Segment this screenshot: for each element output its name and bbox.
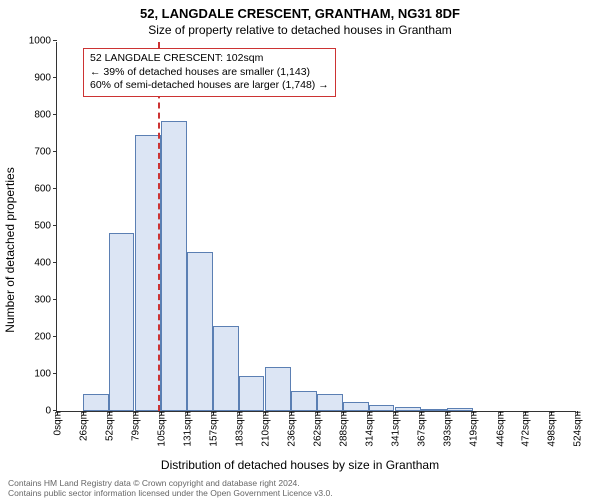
x-tick-label: 314sqm <box>362 411 375 447</box>
x-tick-label: 210sqm <box>259 411 272 447</box>
histogram-bar <box>291 391 317 411</box>
x-tick-label: 419sqm <box>466 411 479 447</box>
y-tick-mark <box>53 373 57 374</box>
info-line-larger: 60% of semi-detached houses are larger (… <box>90 79 329 93</box>
x-tick-label: 157sqm <box>206 411 219 447</box>
histogram-bar <box>343 402 369 411</box>
info-line-size: 52 LANGDALE CRESCENT: 102sqm <box>90 52 329 66</box>
x-tick-label: 367sqm <box>415 411 428 447</box>
y-tick-mark <box>53 77 57 78</box>
x-tick-label: 183sqm <box>232 411 245 447</box>
x-tick-label: 26sqm <box>76 411 89 441</box>
y-tick-label: 1000 <box>29 36 57 47</box>
y-tick-label: 600 <box>34 184 57 195</box>
property-info-box: 52 LANGDALE CRESCENT: 102sqm ← 39% of de… <box>83 48 336 97</box>
histogram-bar <box>239 376 265 411</box>
histogram-bar <box>317 394 343 411</box>
y-tick-label: 800 <box>34 110 57 121</box>
x-tick-label: 472sqm <box>519 411 532 447</box>
x-tick-label: 341sqm <box>389 411 402 447</box>
x-tick-label: 0sqm <box>51 411 64 435</box>
histogram-bar <box>83 394 109 411</box>
info-line-smaller: ← 39% of detached houses are smaller (1,… <box>90 66 329 80</box>
histogram-bar <box>109 233 135 411</box>
x-tick-label: 105sqm <box>155 411 168 447</box>
y-tick-label: 400 <box>34 258 57 269</box>
footer-copyright: Contains HM Land Registry data © Crown c… <box>8 478 333 488</box>
y-tick-label: 200 <box>34 332 57 343</box>
y-tick-mark <box>53 114 57 115</box>
histogram-bar <box>265 367 291 411</box>
histogram-bar <box>213 326 239 411</box>
y-tick-label: 700 <box>34 147 57 158</box>
footer-licence: Contains public sector information licen… <box>8 488 333 498</box>
x-tick-label: 79sqm <box>129 411 142 441</box>
histogram-bar <box>161 121 187 411</box>
y-tick-label: 900 <box>34 73 57 84</box>
chart-container: 52, LANGDALE CRESCENT, GRANTHAM, NG31 8D… <box>0 0 600 500</box>
x-tick-label: 393sqm <box>441 411 454 447</box>
y-tick-label: 100 <box>34 369 57 380</box>
histogram-bar <box>369 405 395 411</box>
y-axis-label: Number of detached properties <box>3 167 17 332</box>
x-tick-label: 446sqm <box>493 411 506 447</box>
histogram-bar <box>447 408 473 411</box>
plot-area: 010020030040050060070080090010000sqm26sq… <box>56 42 576 412</box>
y-tick-label: 500 <box>34 221 57 232</box>
x-tick-label: 52sqm <box>102 411 115 441</box>
y-tick-label: 300 <box>34 295 57 306</box>
y-tick-mark <box>53 299 57 300</box>
histogram-bar <box>395 407 421 411</box>
chart-area: 010020030040050060070080090010000sqm26sq… <box>56 42 576 412</box>
y-tick-mark <box>53 40 57 41</box>
x-tick-label: 131sqm <box>181 411 194 447</box>
y-tick-mark <box>53 336 57 337</box>
histogram-bar <box>187 252 213 411</box>
x-tick-label: 288sqm <box>336 411 349 447</box>
x-tick-label: 498sqm <box>545 411 558 447</box>
chart-title-desc: Size of property relative to detached ho… <box>0 21 600 37</box>
histogram-bar <box>421 409 447 411</box>
y-tick-mark <box>53 151 57 152</box>
x-axis-label: Distribution of detached houses by size … <box>0 458 600 472</box>
y-tick-mark <box>53 262 57 263</box>
x-tick-label: 262sqm <box>311 411 324 447</box>
y-tick-mark <box>53 225 57 226</box>
x-tick-label: 236sqm <box>285 411 298 447</box>
attribution-footer: Contains HM Land Registry data © Crown c… <box>8 478 333 498</box>
x-tick-label: 524sqm <box>571 411 584 447</box>
chart-title-address: 52, LANGDALE CRESCENT, GRANTHAM, NG31 8D… <box>0 0 600 21</box>
property-marker-line <box>158 42 160 411</box>
y-tick-mark <box>53 188 57 189</box>
